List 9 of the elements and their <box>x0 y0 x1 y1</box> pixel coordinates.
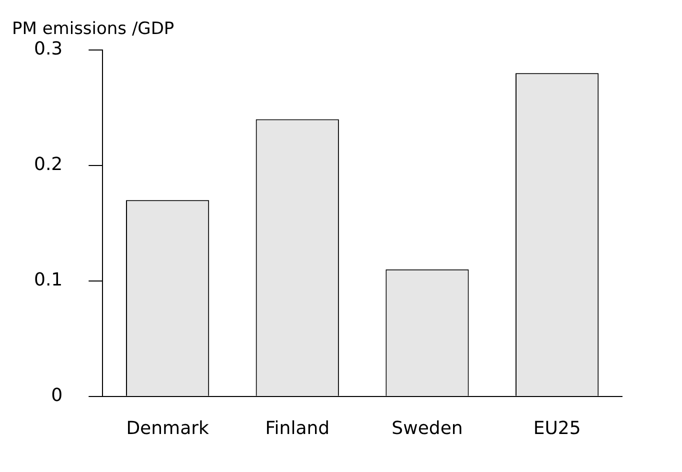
y-axis-title: PM emissions /GDP <box>12 18 174 39</box>
y-tick-label: 0.3 <box>34 38 63 60</box>
y-tick-label: 0.2 <box>34 154 63 176</box>
x-tick-label: Denmark <box>126 418 210 439</box>
x-tick-label: Sweden <box>392 418 463 439</box>
y-tick-label: 0.1 <box>34 270 63 291</box>
x-tick-label: Finland <box>265 418 330 439</box>
x-tick-label: EU25 <box>533 418 581 439</box>
y-tick-label: 0 <box>51 385 63 406</box>
